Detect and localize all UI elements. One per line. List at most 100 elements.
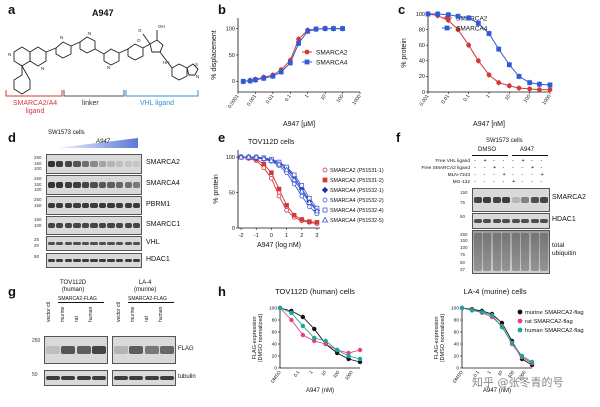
- band: [56, 182, 64, 188]
- mw-marker: 37: [460, 267, 466, 272]
- data-point: [291, 172, 297, 178]
- x-tick-label: 2: [300, 233, 303, 239]
- band: [129, 375, 144, 381]
- band: [73, 222, 81, 229]
- band: [47, 222, 55, 229]
- band: [90, 241, 98, 246]
- data-point: [296, 40, 302, 46]
- band: [107, 258, 115, 263]
- row-label-vhl: VHL: [146, 238, 160, 246]
- treatment-sign: -: [502, 158, 505, 164]
- x-tick-label: 0.0001: [227, 94, 241, 110]
- legend-label: SMARCA4 (P51532-2): [330, 198, 384, 204]
- data-point: [245, 153, 252, 160]
- data-point: [519, 353, 525, 359]
- data-point: [305, 28, 311, 34]
- band: [90, 202, 98, 209]
- band: [81, 258, 90, 263]
- band: [540, 218, 549, 224]
- band: [64, 241, 73, 246]
- data-point: [455, 27, 461, 33]
- mw-marker: 250: [34, 176, 42, 181]
- panel-f: f SW1573 cells DMSO A947 Free VHL ligand…: [390, 128, 600, 278]
- data-point: [489, 313, 495, 318]
- mw-marker: 250: [32, 338, 41, 344]
- data-point: [536, 87, 542, 93]
- x-axis-label: A947 (nM): [483, 388, 511, 394]
- x-tick-label: 1000: [541, 94, 552, 107]
- treatment-sign: -: [474, 158, 476, 164]
- data-point: [299, 183, 305, 188]
- band: [73, 202, 81, 209]
- data-point: [300, 332, 306, 338]
- y-tick-label: 50: [229, 190, 235, 196]
- band: [502, 196, 511, 204]
- data-point: [277, 305, 283, 311]
- data-point: [268, 157, 275, 163]
- treatment-sign: -: [474, 172, 476, 178]
- legend-marker: [321, 186, 329, 194]
- x-tick-label: 100: [523, 94, 533, 104]
- row-label-tubulin: tubulin: [178, 374, 196, 380]
- band: [61, 375, 76, 381]
- legend-label: rat SMARCA2-flag: [525, 319, 573, 325]
- x-tick-label: 1: [308, 369, 314, 374]
- treatment-sign: -: [531, 158, 533, 164]
- mw-marker: 250: [34, 197, 42, 202]
- svg-text:HN: HN: [163, 60, 170, 65]
- treatment-sign: -: [502, 179, 505, 185]
- band: [530, 218, 539, 224]
- data-point: [312, 335, 317, 341]
- lane-label-rat: rat: [74, 316, 80, 322]
- mw-marker: 150: [460, 238, 468, 243]
- band: [81, 222, 90, 229]
- y-tick-label: 20: [419, 74, 425, 80]
- band: [133, 241, 141, 246]
- legend-label: SMARCA2: [316, 50, 348, 57]
- band: [64, 222, 73, 229]
- legend-marker: [322, 207, 328, 213]
- mw-marker: 50: [32, 372, 38, 378]
- panel-label: e: [218, 130, 226, 145]
- legend-label: SMARCA4 (P51532-5): [330, 218, 384, 224]
- band: [56, 161, 64, 167]
- band: [521, 233, 530, 271]
- band: [98, 258, 107, 263]
- smarca-ligand-label: SMARCA2/A4 ligand: [12, 100, 58, 115]
- band: [73, 241, 81, 246]
- y-tick-label: 50: [229, 53, 235, 59]
- y-tick-label: 100: [269, 306, 277, 312]
- data-point: [307, 204, 312, 210]
- data-point: [307, 219, 312, 224]
- data-point: [496, 80, 502, 86]
- row-label-hdac1: HDAC1: [552, 216, 576, 223]
- band: [98, 241, 107, 246]
- treatment-sign: -: [474, 165, 476, 171]
- band: [47, 182, 55, 188]
- data-point: [475, 20, 481, 26]
- data-point: [306, 199, 313, 205]
- x-axis-label: A947 [µM]: [283, 121, 315, 128]
- svg-text:S: S: [195, 62, 198, 67]
- panel-label: a: [8, 2, 16, 17]
- band: [90, 222, 98, 229]
- y-tick-label: 100: [416, 12, 425, 18]
- band: [511, 233, 520, 271]
- band: [56, 202, 64, 209]
- data-point: [290, 176, 298, 183]
- band: [133, 202, 141, 209]
- treatment-label: Free SMARCA2 ligand: [421, 166, 470, 171]
- data-point: [276, 193, 282, 199]
- treatment-sign: -: [512, 172, 514, 178]
- band: [521, 218, 530, 224]
- band: [92, 375, 107, 381]
- lane-label-vector-ctl: vector ctl: [116, 301, 122, 322]
- y-tick-label: 80: [419, 27, 425, 33]
- chart-title: TOV112D cells: [248, 139, 295, 146]
- mw-marker: 150: [34, 202, 42, 208]
- data-point: [276, 186, 282, 192]
- x-tick-label: 1000: [344, 369, 354, 381]
- structure-brackets: [5, 90, 199, 97]
- data-point: [496, 46, 502, 52]
- band: [521, 196, 530, 204]
